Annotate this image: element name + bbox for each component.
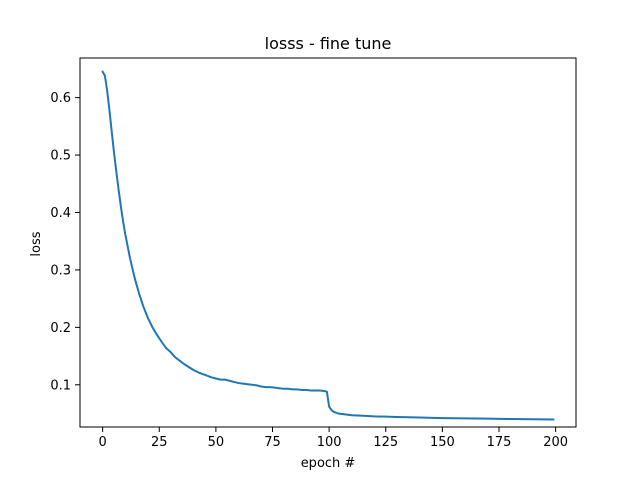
chart-title: losss - fine tune [265,34,392,53]
x-tick-label: 0 [99,435,107,450]
x-tick-label: 100 [317,435,342,450]
x-tick-label: 125 [373,435,398,450]
x-tick-label: 50 [208,435,225,450]
x-tick-label: 75 [264,435,281,450]
x-axis-label: epoch # [301,456,356,471]
x-tick-label: 175 [487,435,512,450]
y-tick-label: 0.5 [50,149,71,164]
y-tick-label: 0.4 [50,206,71,221]
loss-series-line [101,70,555,421]
y-axis-label: loss [29,231,44,256]
axes-frame [79,57,577,428]
y-tick-label: 0.2 [50,321,71,336]
y-tick-label: 0.6 [50,91,71,106]
y-tick-label: 0.3 [50,263,71,278]
y-tick-label: 0.1 [50,378,71,393]
x-tick-label: 200 [543,435,568,450]
x-tick-label: 25 [151,435,168,450]
plot-area: 0 25 50 75 100 125 150 175 200 0.1 0.2 0.3 0.4 0.5 0.6 [50,57,577,450]
x-tick-label: 150 [430,435,455,450]
